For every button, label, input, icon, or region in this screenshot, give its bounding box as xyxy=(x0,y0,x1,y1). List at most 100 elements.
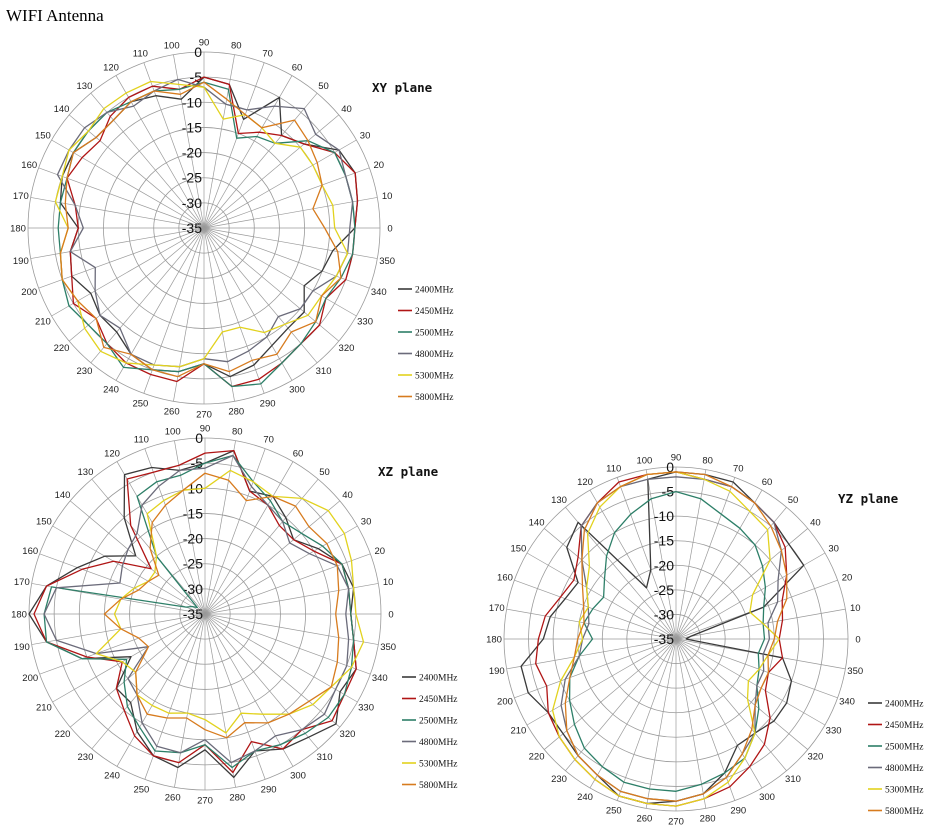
angle-tick-label: 290 xyxy=(730,806,746,817)
angle-tick-label: 20 xyxy=(373,160,384,171)
grid-spoke xyxy=(203,62,265,229)
grid-spoke xyxy=(514,579,677,640)
radial-tick-label: -35 xyxy=(182,220,202,236)
angle-tick-label: 230 xyxy=(551,774,567,785)
angle-tick-label: 170 xyxy=(13,191,29,202)
angle-tick-label: 240 xyxy=(103,385,119,396)
angle-tick-label: 60 xyxy=(293,448,304,459)
grid-spoke xyxy=(143,227,205,394)
radial-tick-label: 0 xyxy=(666,459,674,475)
grid-spoke xyxy=(514,638,677,699)
angle-tick-label: 130 xyxy=(551,495,567,506)
angle-tick-label: 30 xyxy=(360,131,371,142)
grid-spoke xyxy=(30,227,205,259)
plane-label: XY plane xyxy=(372,80,433,95)
angle-tick-label: 70 xyxy=(262,49,273,60)
series-line xyxy=(564,471,788,802)
grid-spoke xyxy=(506,638,677,670)
radial-tick-label: -35 xyxy=(183,606,203,622)
angle-tick-label: 330 xyxy=(358,703,374,714)
grid-spoke xyxy=(544,528,677,640)
grid-spoke xyxy=(204,613,294,767)
angle-tick-label: 350 xyxy=(380,642,396,653)
legend-entry: 2400MHz xyxy=(885,700,924,710)
grid-spoke xyxy=(675,528,808,640)
grid-spoke xyxy=(203,139,357,229)
grid-spoke xyxy=(204,613,319,750)
angle-tick-label: 80 xyxy=(231,40,242,51)
radial-tick-label: -35 xyxy=(654,631,674,647)
grid-spoke xyxy=(173,227,205,402)
angle-tick-label: 280 xyxy=(700,814,716,825)
radial-tick-label: -20 xyxy=(183,531,203,547)
grid-spoke xyxy=(174,440,206,615)
grid-spoke xyxy=(204,613,358,703)
angle-tick-label: 100 xyxy=(165,426,181,437)
angle-tick-label: 70 xyxy=(733,463,744,474)
angle-tick-label: 300 xyxy=(290,771,306,782)
angle-tick-label: 60 xyxy=(292,62,303,73)
grid-spoke xyxy=(616,477,677,640)
series-line xyxy=(57,81,356,388)
legend-entry: 2400MHz xyxy=(419,674,458,684)
grid-spoke xyxy=(675,638,763,789)
radial-tick-label: -25 xyxy=(182,170,202,186)
angle-tick-label: 100 xyxy=(636,455,652,466)
angle-tick-label: 200 xyxy=(22,673,38,684)
grid-spoke xyxy=(203,227,235,402)
grid-spoke xyxy=(52,525,206,615)
xz-plane-chart: 0 10 20 30 40 50 60 70 80 90 100 110 120 130 140 150 160… xyxy=(11,424,457,807)
angle-tick-label: 50 xyxy=(318,81,329,92)
angle-tick-label: 290 xyxy=(260,398,276,409)
legend-entry: 2450MHz xyxy=(419,695,458,705)
grid-spoke xyxy=(204,478,319,615)
radial-tick-label: -10 xyxy=(654,508,674,524)
angle-tick-label: 320 xyxy=(339,343,355,354)
page-title: WIFI Antenna xyxy=(6,6,104,25)
angle-tick-label: 250 xyxy=(132,398,148,409)
series-line xyxy=(59,81,342,378)
grid-spoke xyxy=(203,114,340,229)
angle-tick-label: 220 xyxy=(529,751,545,762)
angle-tick-label: 150 xyxy=(510,544,526,555)
grid-spoke xyxy=(675,608,846,640)
angle-tick-label: 80 xyxy=(232,426,243,437)
radial-tick-label: 0 xyxy=(195,430,203,446)
grid-spoke xyxy=(144,613,206,780)
angle-tick-label: 270 xyxy=(197,796,213,807)
grid-spoke xyxy=(91,478,206,615)
legend-entry: 2500MHz xyxy=(419,717,458,727)
angle-tick-label: 120 xyxy=(577,477,593,488)
xy-plane-chart: 0 10 20 30 40 50 60 70 80 90 100 110 120 130 140 150 160… xyxy=(10,38,453,421)
angle-tick-label: 60 xyxy=(762,477,773,488)
legend-entry: 2500MHz xyxy=(415,329,454,339)
radial-tick-label: -10 xyxy=(183,480,203,496)
angle-tick-label: 300 xyxy=(759,792,775,803)
angle-tick-label: 280 xyxy=(229,793,245,804)
grid-spoke xyxy=(115,75,205,229)
angle-tick-label: 320 xyxy=(340,729,356,740)
angle-tick-label: 90 xyxy=(199,38,210,49)
angle-tick-label: 10 xyxy=(850,603,861,614)
grid-spoke xyxy=(203,75,293,229)
angle-tick-label: 40 xyxy=(810,518,821,529)
legend-entry: 5300MHz xyxy=(885,786,924,796)
grid-spoke xyxy=(203,227,378,259)
angle-tick-label: 270 xyxy=(668,817,684,828)
grid-spoke xyxy=(174,613,206,788)
grid-spoke xyxy=(526,638,677,726)
angle-tick-label: 50 xyxy=(788,495,799,506)
grid-spoke xyxy=(204,461,294,615)
grid-spoke xyxy=(38,167,205,229)
grid-spoke xyxy=(675,638,826,726)
angle-tick-label: 0 xyxy=(855,635,860,646)
grid-spoke xyxy=(204,613,341,728)
angle-tick-label: 200 xyxy=(21,287,37,298)
yz-plane-chart: 0 10 20 30 40 50 60 70 80 90 100 110 120 130 140 150 160… xyxy=(486,453,923,828)
radial-tick-label: -10 xyxy=(182,94,202,110)
grid-spoke xyxy=(675,638,838,699)
angle-tick-label: 110 xyxy=(133,49,148,60)
legend-entry: 5300MHz xyxy=(415,372,454,382)
angle-tick-label: 190 xyxy=(489,666,505,677)
angle-tick-label: 240 xyxy=(104,771,120,782)
